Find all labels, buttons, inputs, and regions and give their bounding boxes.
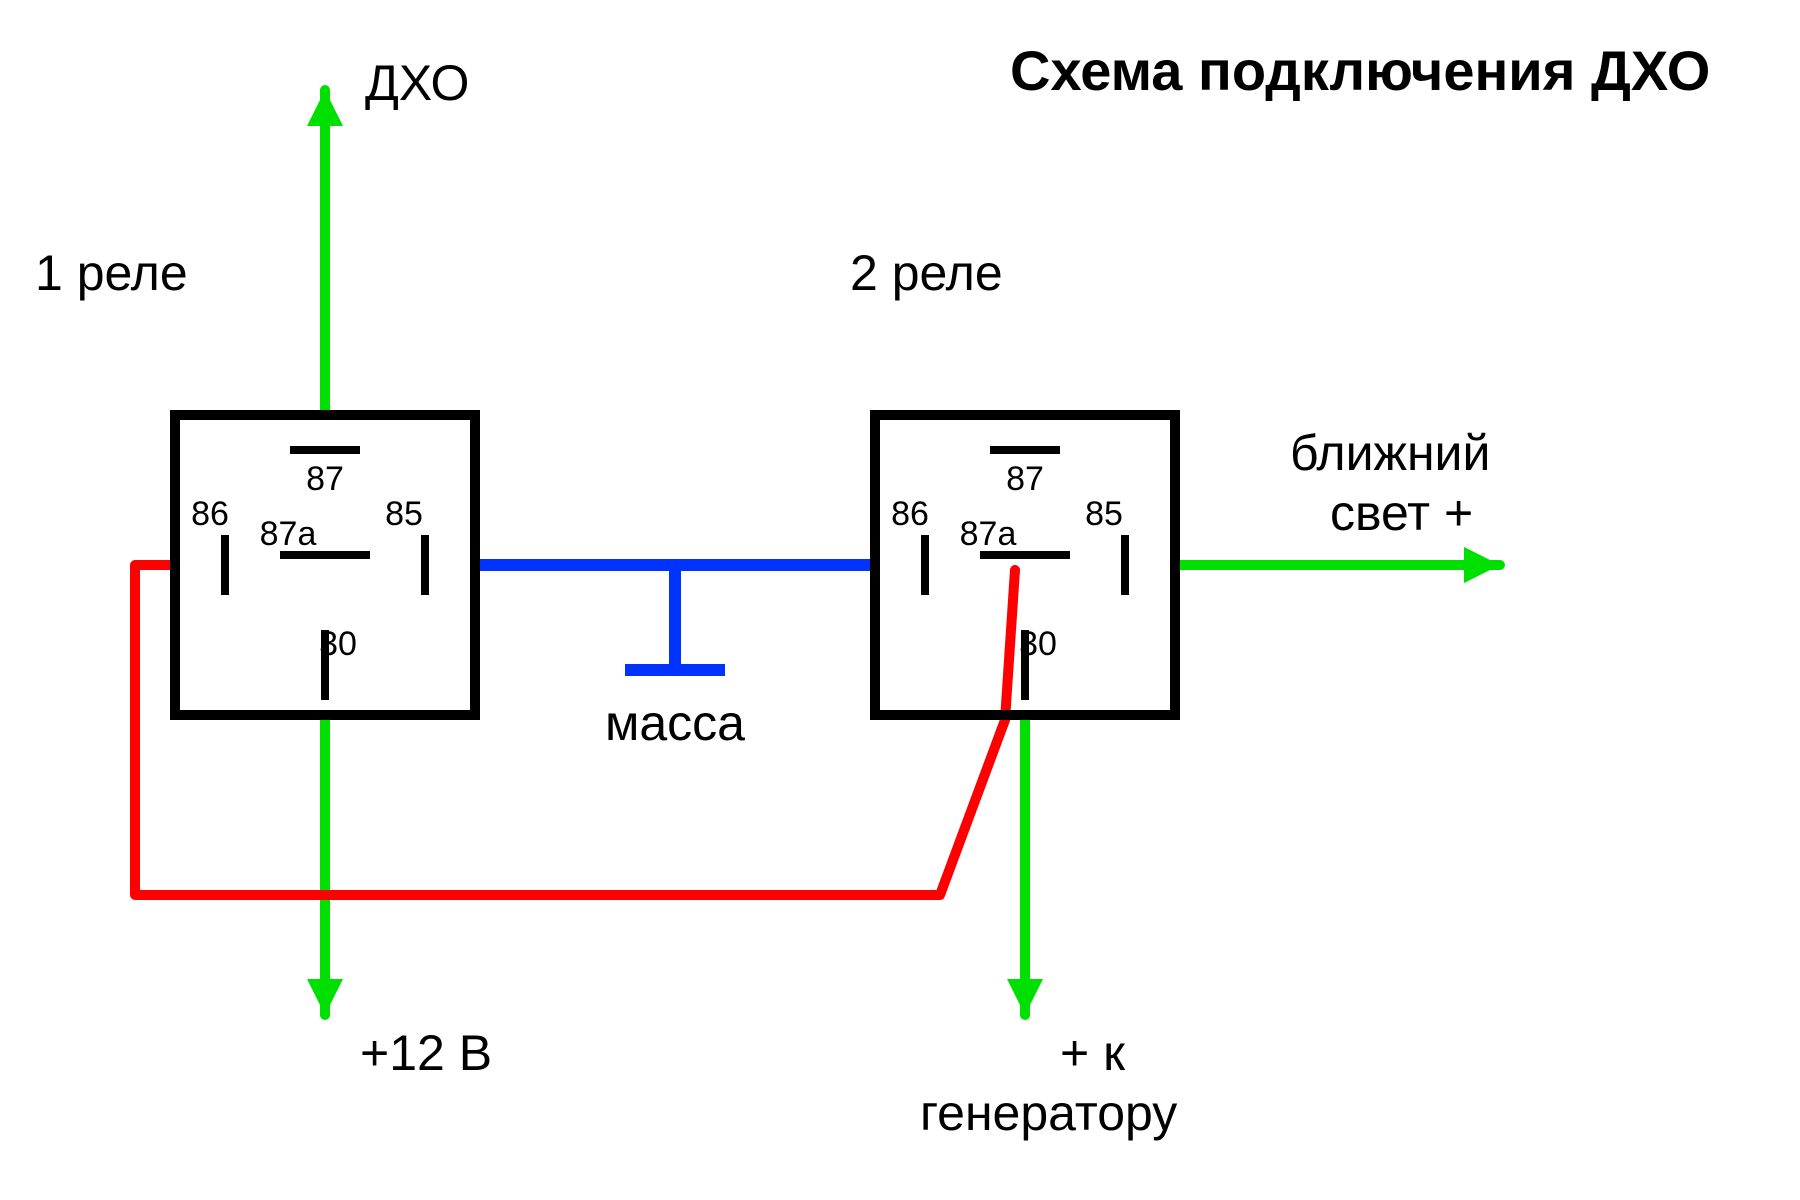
relay1-pin-p87-label: 87 xyxy=(306,460,344,498)
relay1-pin-p86-label: 86 xyxy=(191,495,229,533)
diagram-title: Схема подключения ДХО xyxy=(1010,39,1710,102)
label-beam1: ближний xyxy=(1290,425,1490,481)
label-v12: +12 В xyxy=(360,1025,492,1081)
relay1-pin-p87a-label: 87а xyxy=(260,515,317,553)
relay2-pin-p30-label: 30 xyxy=(1019,625,1057,663)
relay2-label: 2 реле xyxy=(850,245,1003,301)
relay1-label: 1 реле xyxy=(35,245,188,301)
relay2-pin-p86-label: 86 xyxy=(891,495,929,533)
label-beam2: свет + xyxy=(1330,485,1473,541)
label-gen1: + к xyxy=(1060,1025,1126,1081)
label-gen2: генератору xyxy=(920,1085,1177,1141)
relay2-pin-p87-label: 87 xyxy=(1006,460,1044,498)
label-dho: ДХО xyxy=(365,55,469,111)
relay1-pin-p85-label: 85 xyxy=(385,495,423,533)
relay2-pin-p85-label: 85 xyxy=(1085,495,1123,533)
relay1-pin-p30-label: 30 xyxy=(319,625,357,663)
relay2-pin-p87a-label: 87а xyxy=(960,515,1017,553)
label-massa: масса xyxy=(605,695,745,751)
